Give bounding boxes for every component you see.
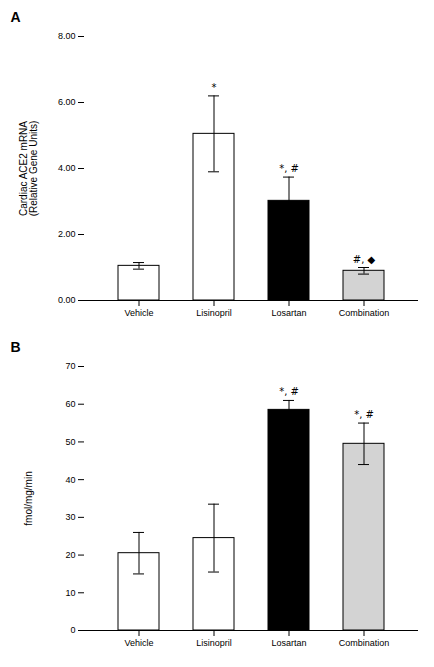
svg-text:0.00: 0.00 bbox=[58, 295, 76, 305]
svg-text:8.00: 8.00 bbox=[58, 31, 76, 41]
svg-text:40: 40 bbox=[65, 475, 75, 485]
svg-text:Vehicle: Vehicle bbox=[124, 638, 153, 648]
svg-text:20: 20 bbox=[65, 550, 75, 560]
svg-text:*, #: *, # bbox=[279, 163, 299, 174]
svg-text:Vehicle: Vehicle bbox=[124, 308, 153, 318]
svg-text:*, #: *, # bbox=[354, 409, 374, 420]
svg-text:*, #: *, # bbox=[279, 386, 299, 397]
svg-text:60: 60 bbox=[65, 399, 75, 409]
svg-text:10: 10 bbox=[65, 588, 75, 598]
svg-text:30: 30 bbox=[65, 512, 75, 522]
svg-text:70: 70 bbox=[65, 361, 75, 371]
svg-text:Combination: Combination bbox=[339, 638, 390, 648]
svg-text:*: * bbox=[212, 82, 217, 93]
svg-text:Losartan: Losartan bbox=[271, 308, 306, 318]
svg-text:4.00: 4.00 bbox=[58, 163, 76, 173]
svg-text:6.00: 6.00 bbox=[58, 97, 76, 107]
svg-text:A: A bbox=[11, 9, 21, 25]
svg-text:0: 0 bbox=[70, 625, 75, 635]
svg-text:Lisinopril: Lisinopril bbox=[196, 638, 232, 648]
svg-text:Lisinopril: Lisinopril bbox=[196, 308, 232, 318]
svg-text:Combination: Combination bbox=[339, 308, 390, 318]
svg-text:50: 50 bbox=[65, 437, 75, 447]
svg-text:2.00: 2.00 bbox=[58, 229, 76, 239]
svg-text:Losartan: Losartan bbox=[271, 638, 306, 648]
svg-text:fmol/mg/min: fmol/mg/min bbox=[23, 471, 34, 525]
svg-text:#, ◆: #, ◆ bbox=[353, 254, 376, 265]
svg-text:Cardiac ACE2 mRNA(Relative Gen: Cardiac ACE2 mRNA(Relative Gene Units) bbox=[18, 121, 39, 217]
svg-text:B: B bbox=[11, 339, 21, 355]
